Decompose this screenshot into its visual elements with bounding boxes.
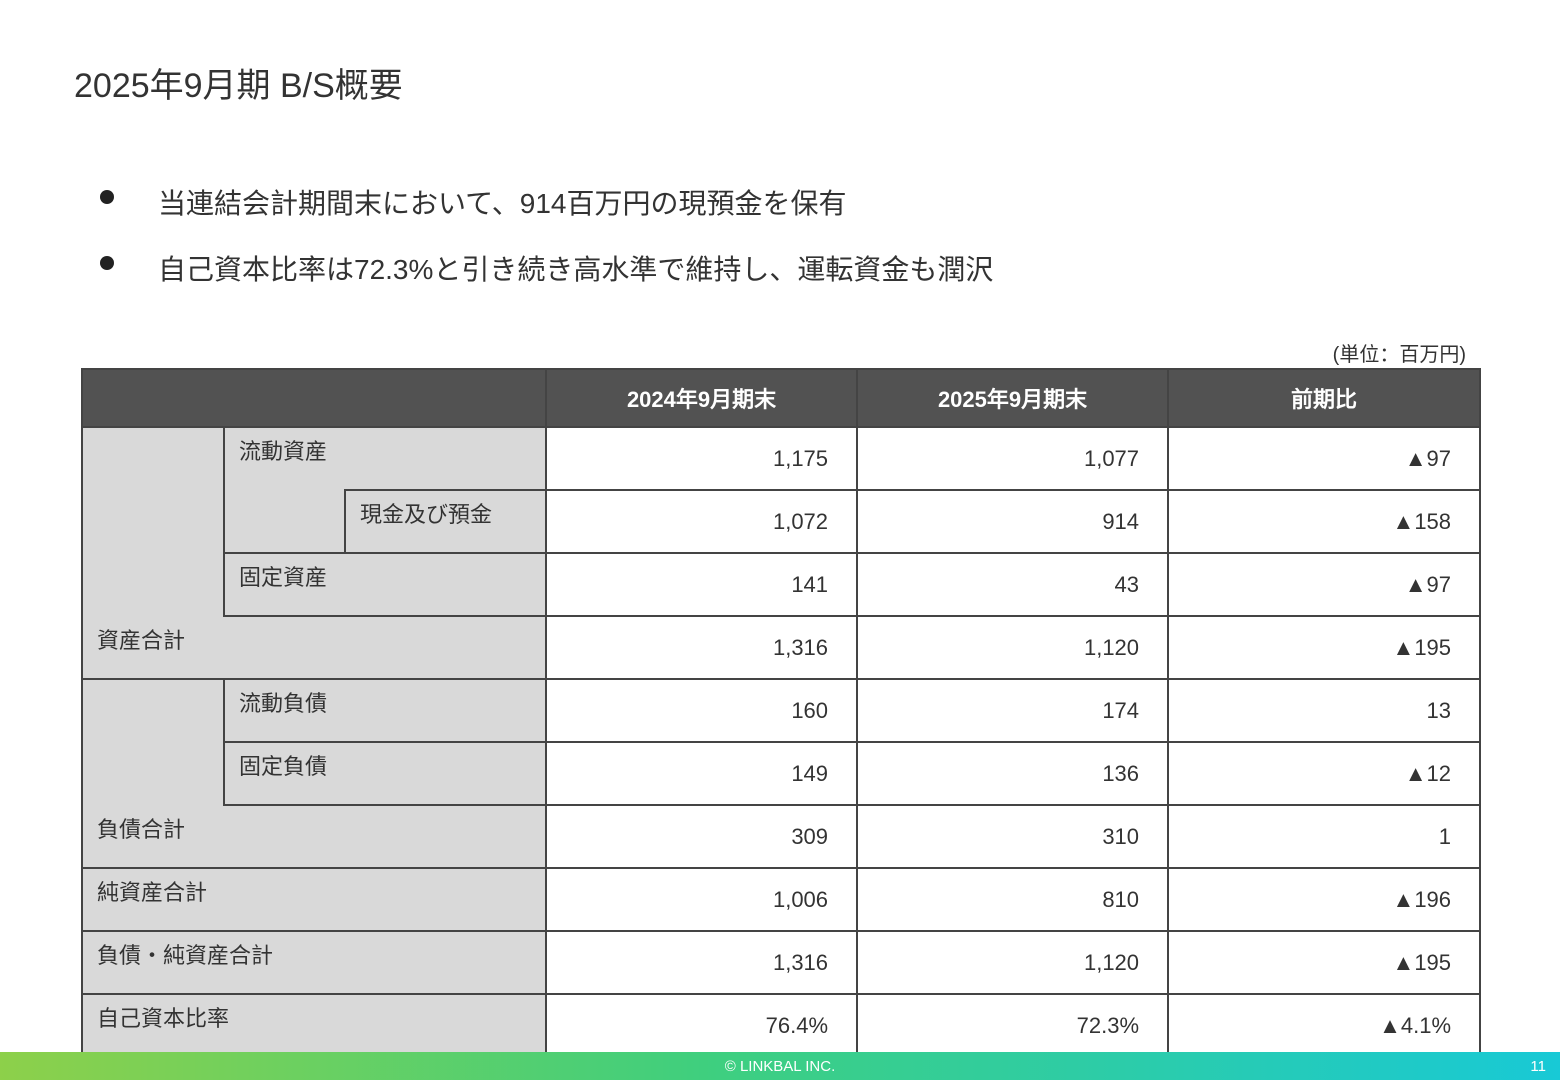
table-row: 純資産合計 1,006 810 ▲196 (80, 867, 1482, 932)
balance-sheet-table: 2024年9月期末 2025年9月期末 前期比 流動資産 1,175 1,077… (80, 368, 1482, 1058)
cell-curr: 136 (856, 741, 1170, 806)
cell-diff: ▲12 (1167, 741, 1482, 806)
table-header-row: 2024年9月期末 2025年9月期末 前期比 (80, 368, 1482, 428)
footer-copyright: © LINKBAL INC. (724, 1058, 836, 1075)
assets-group-cell (81, 426, 225, 490)
header-prev-period: 2024年9月期末 (545, 368, 859, 428)
header-change: 前期比 (1167, 368, 1482, 428)
header-blank (80, 368, 548, 428)
cell-diff: ▲195 (1167, 930, 1482, 995)
cell-diff: ▲196 (1167, 867, 1482, 932)
assets-group-cell (81, 490, 225, 553)
row-label: 現金及び預金 (343, 489, 548, 554)
cell-diff: 1 (1167, 804, 1482, 869)
liabilities-group-cell (81, 742, 225, 805)
cell-prev: 1,072 (545, 489, 859, 554)
current-assets-indent-cell (223, 490, 346, 553)
cell-diff: ▲97 (1167, 552, 1482, 617)
cell-diff: 13 (1167, 678, 1482, 743)
table-row: 流動資産 1,175 1,077 ▲97 (81, 426, 1482, 491)
row-label: 純資産合計 (80, 867, 548, 932)
row-label: 自己資本比率 (80, 993, 548, 1058)
row-label: 流動資産 (222, 426, 548, 490)
row-label: 流動負債 (222, 678, 548, 743)
cell-curr: 174 (856, 678, 1170, 743)
footer-bar: © LINKBAL INC. 11 (0, 1052, 1560, 1080)
cell-prev: 76.4% (545, 993, 859, 1058)
cell-curr: 1,077 (856, 426, 1170, 491)
row-label: 資産合計 (80, 616, 548, 680)
table-row: 自己資本比率 76.4% 72.3% ▲4.1% (80, 993, 1482, 1058)
row-label: 固定負債 (222, 741, 548, 806)
assets-group-cell (81, 553, 225, 616)
cell-curr: 1,120 (856, 615, 1170, 680)
cell-curr: 310 (856, 804, 1170, 869)
cell-diff: ▲97 (1167, 426, 1482, 491)
cell-curr: 914 (856, 489, 1170, 554)
table-row: 流動負債 160 174 13 (81, 678, 1482, 743)
cell-prev: 1,316 (545, 930, 859, 995)
cell-prev: 141 (545, 552, 859, 617)
bullet-text: 当連結会計期間末において、914百万円の現預金を保有 (158, 188, 847, 219)
page-title: 2025年9月期 B/S概要 (74, 67, 403, 105)
liabilities-group-cell (81, 678, 225, 742)
unit-note: (単位：百万円) (1332, 344, 1466, 366)
cell-prev: 160 (545, 678, 859, 743)
cell-curr: 43 (856, 552, 1170, 617)
bullet-dot-icon (100, 256, 114, 270)
cell-prev: 1,006 (545, 867, 859, 932)
row-label: 固定資産 (222, 552, 548, 617)
cell-curr: 810 (856, 867, 1170, 932)
bullet-text: 自己資本比率は72.3%と引き続き高水準で維持し、運転資金も潤沢 (158, 254, 994, 285)
table-row: 固定負債 149 136 ▲12 (81, 741, 1482, 806)
cell-curr: 1,120 (856, 930, 1170, 995)
cell-diff: ▲158 (1167, 489, 1482, 554)
table-row: 資産合計 1,316 1,120 ▲195 (80, 615, 1482, 680)
cell-prev: 1,316 (545, 615, 859, 680)
cell-diff: ▲4.1% (1167, 993, 1482, 1058)
table-row: 固定資産 141 43 ▲97 (81, 552, 1482, 617)
cell-curr: 72.3% (856, 993, 1170, 1058)
cell-prev: 149 (545, 741, 859, 806)
row-label: 負債合計 (80, 805, 548, 869)
table-row: 負債・純資産合計 1,316 1,120 ▲195 (80, 930, 1482, 995)
header-curr-period: 2025年9月期末 (856, 368, 1170, 428)
page-number: 11 (1530, 1058, 1546, 1075)
table-row: 負債合計 309 310 1 (80, 804, 1482, 869)
cell-prev: 309 (545, 804, 859, 869)
row-label: 負債・純資産合計 (80, 930, 548, 995)
table-row: 現金及び預金 1,072 914 ▲158 (81, 489, 1482, 554)
bullet-dot-icon (100, 190, 114, 204)
cell-diff: ▲195 (1167, 615, 1482, 680)
cell-prev: 1,175 (545, 426, 859, 491)
